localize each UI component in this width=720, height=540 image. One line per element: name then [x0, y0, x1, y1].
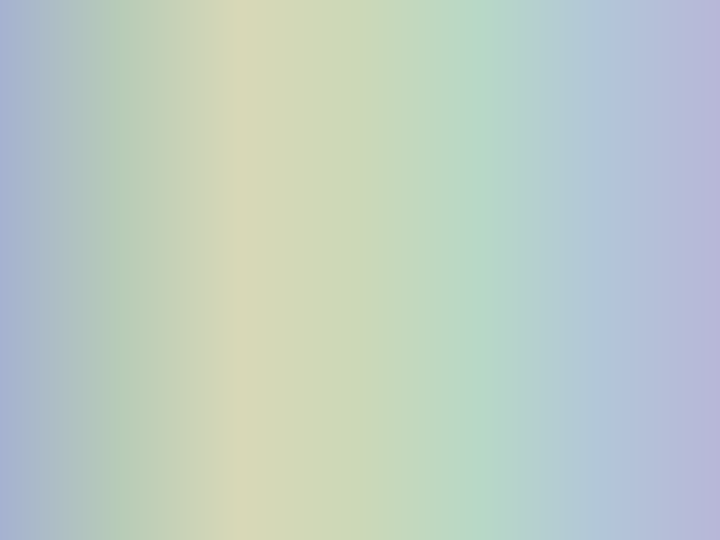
Text: Family member(s) with the power to determine unilaterally or jointly
whether to : Family member(s) with the power to deter… [221, 244, 611, 282]
Text: Gatekeepers: Gatekeepers [116, 207, 194, 218]
Text: Deciders: Deciders [116, 244, 171, 255]
Text: Family member(s) who initiate or carry out the disposal or
discontinuation of a : Family member(s) who initiate or carry o… [221, 438, 552, 462]
Text: Disposers: Disposers [116, 438, 177, 449]
Text: Table 10.6  Eight Roles in the Family Decision-: Table 10.6 Eight Roles in the Family Dec… [116, 84, 622, 103]
Text: Preparers: Preparers [116, 337, 177, 348]
Text: Family member(s) who make the actual purchase of a particular product
or service: Family member(s) who make the actual pur… [221, 299, 632, 323]
Text: ROLE: ROLE [116, 151, 143, 161]
Text: Family member(s) who transform the product into a form suitable for
consumption : Family member(s) who transform the produ… [221, 337, 613, 361]
Text: Users: Users [116, 374, 151, 385]
Text: DESCRIPTION: DESCRIPTION [221, 151, 296, 161]
Text: Family member(s) who service or repair the product so that it will
provide conti: Family member(s) who service or repair t… [221, 400, 595, 424]
Text: Maintainers: Maintainers [116, 400, 192, 411]
Text: Buyers: Buyers [116, 299, 159, 310]
Text: Influencers: Influencers [116, 169, 188, 180]
Text: Family member(s) who control the flow of information about a product or
service : Family member(s) who control the flow of… [221, 207, 636, 231]
Text: Making Process: Making Process [283, 118, 455, 137]
Text: Family member(s) who use or consume a particular product or service: Family member(s) who use or consume a pa… [221, 374, 620, 385]
Text: Family member(s) who provide information to other members about a
product or ser: Family member(s) who provide information… [221, 169, 616, 193]
